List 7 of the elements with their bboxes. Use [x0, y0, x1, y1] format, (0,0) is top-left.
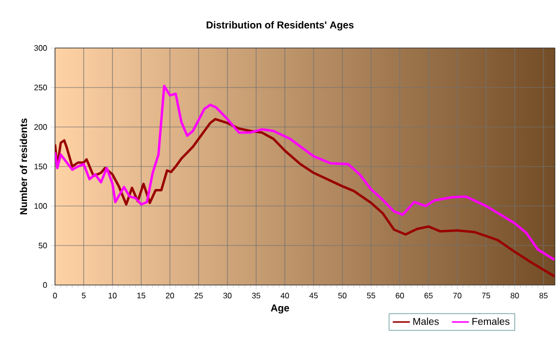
legend-label: Males	[413, 318, 439, 325]
y-axis-title: Number of residents	[20, 118, 28, 214]
line-series	[55, 84, 555, 261]
x-axis-title: Age	[270, 304, 290, 314]
legend-label: Females	[472, 318, 510, 325]
line-series	[55, 118, 555, 278]
chart-title: Distribution of Residents' Ages	[206, 21, 354, 30]
